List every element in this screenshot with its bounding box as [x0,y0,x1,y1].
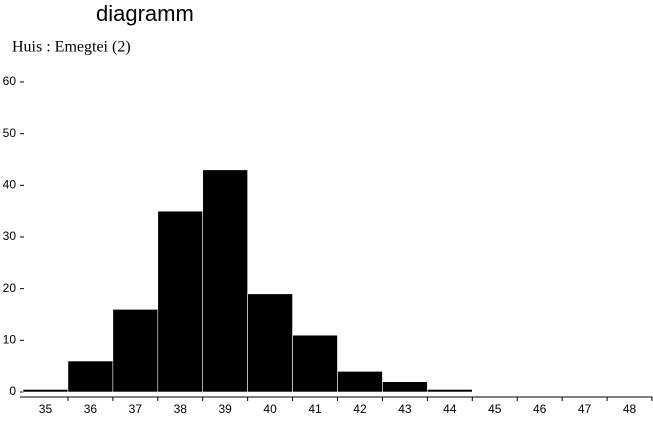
y-tick-label: 20 [3,281,17,295]
x-tick-label: 45 [488,402,502,416]
chart-subtitle: Huis : Emegtei (2) [12,39,131,56]
bar [112,309,159,393]
x-tick-label: 46 [533,402,547,416]
bar [247,293,293,393]
y-tick-label: 60 [3,74,17,88]
x-tick-label: 43 [398,402,412,416]
y-tick-label: 50 [3,126,17,140]
x-tick-label: 37 [129,402,143,416]
bar [157,210,204,393]
x-tick-label: 39 [218,402,232,416]
y-tick-label: 10 [3,333,17,347]
x-tick-label: 35 [39,402,53,416]
bar [202,169,248,393]
x-tick-label: 38 [174,402,188,416]
bar [382,381,428,393]
x-tick-label: 42 [353,402,367,416]
bar [22,389,69,393]
x-tick-label: 40 [263,402,277,416]
y-tick-label: 0 [9,384,16,398]
bar [67,360,114,393]
x-tick-label: 44 [443,402,457,416]
y-tick-label: 30 [3,229,17,243]
bar [427,389,473,393]
x-tick-label: 36 [84,402,98,416]
x-tick-label: 47 [578,402,592,416]
x-tick-label: 48 [623,402,637,416]
bar [292,334,338,393]
x-tick-label: 41 [308,402,322,416]
y-tick-label: 40 [3,178,17,192]
chart-title: diagramm [96,1,194,26]
bar [337,371,383,393]
